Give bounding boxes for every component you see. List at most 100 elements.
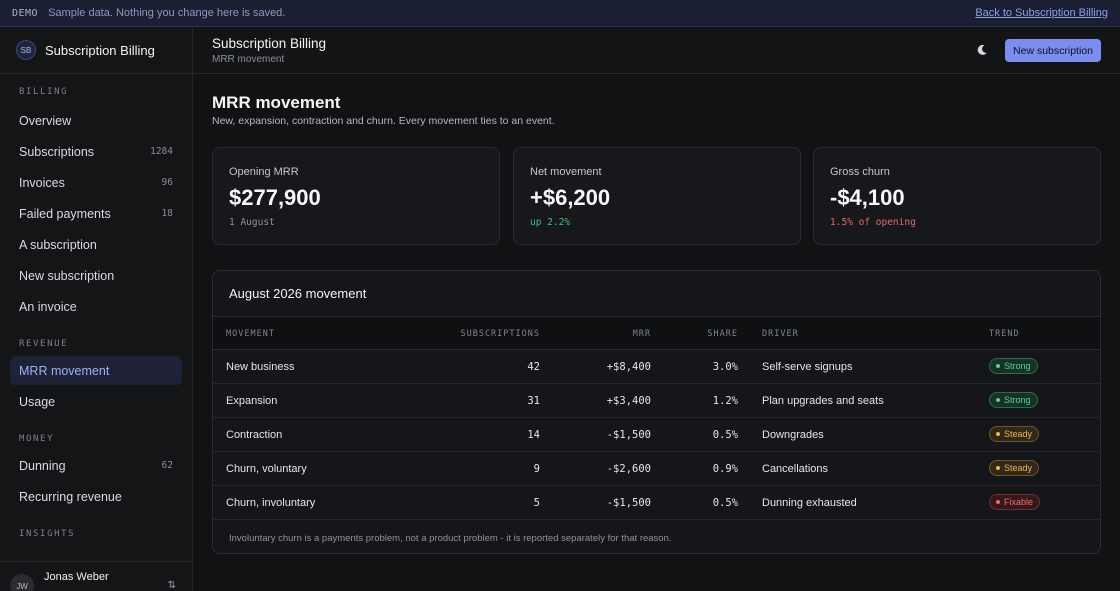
cell-driver: Cancellations [762,463,829,475]
stat-value: -$4,100 [830,185,905,210]
cell-driver: Self-serve signups [762,361,853,373]
switch-icon[interactable]: ⇅ [167,580,176,591]
sidebar-item-subscriptions[interactable]: Subscriptions 1284 [10,137,182,166]
app-name: Subscription Billing [45,42,155,58]
stat-value: +$6,200 [530,185,611,210]
table-row[interactable]: Contraction 14 -$1,500 0.5% Downgrades S… [213,418,1100,452]
cell-share: 0.5% [712,497,738,509]
brand[interactable]: SB Subscription Billing [0,27,192,74]
cell-subscriptions: 14 [527,429,540,441]
sidebar-item-a-subscription[interactable]: A subscription [10,230,182,259]
stat-label: Net movement [530,166,602,178]
col-share: SHARE [707,329,738,339]
cell-mrr: -$2,600 [606,463,651,475]
stat-label: Opening MRR [229,166,299,178]
demo-banner: DEMO Sample data. Nothing you change her… [0,0,1120,27]
table-title: August 2026 movement [229,286,367,301]
col-subscriptions: SUBSCRIPTIONS [460,329,540,339]
back-link[interactable]: Back to Subscription Billing [975,7,1108,19]
stat-value: $277,900 [229,185,321,210]
sidebar-item-label: An invoice [19,299,77,314]
col-trend: TREND [989,329,1020,339]
table-row[interactable]: New business 42 +$8,400 3.0% Self-serve … [213,350,1100,384]
cell-mrr: -$1,500 [606,497,651,509]
cell-subscriptions: 31 [527,395,540,407]
sidebar-item-invoices[interactable]: Invoices 96 [10,168,182,197]
demo-tag: DEMO [12,7,39,19]
sidebar-item-recurring-revenue[interactable]: Recurring revenue [10,482,182,511]
stat-card-net-movement: Net movement +$6,200 up 2.2% [513,147,801,245]
avatar: JW [10,574,34,591]
sidebar: SB Subscription Billing BILLING Overview… [0,27,193,591]
sidebar-item-label: Overview [19,113,72,128]
cell-movement: Churn, voluntary [226,463,307,475]
stat-note: 1.5% of opening [830,217,916,228]
trend-badge: Steady [989,426,1040,442]
cell-mrr: -$1,500 [606,429,651,441]
top-header: Subscription Billing MRR movement New su… [193,27,1120,74]
sidebar-item-usage[interactable]: Usage [10,387,182,416]
cell-share: 3.0% [712,361,738,373]
sidebar-item-new-subscription[interactable]: New subscription [10,261,182,290]
trend-badge: Steady [989,460,1040,476]
moon-icon[interactable] [976,44,988,56]
cell-driver: Downgrades [762,429,824,441]
cell-driver: Dunning exhausted [762,497,857,509]
sidebar-item-label: Dunning [19,458,66,473]
trend-badge: Fixable [989,494,1041,510]
cell-subscriptions: 5 [533,497,540,509]
new-subscription-button[interactable]: New subscription [1005,39,1101,62]
sidebar-item-count: 18 [161,208,173,219]
cell-share: 0.5% [712,429,738,441]
col-mrr: MRR [632,329,651,339]
user-name: Jonas Weber [44,571,109,583]
sidebar-item-an-invoice[interactable]: An invoice [10,292,182,321]
table-row[interactable]: Expansion 31 +$3,400 1.2% Plan upgrades … [213,384,1100,418]
table-row[interactable]: Churn, voluntary 9 -$2,600 0.9% Cancella… [213,452,1100,486]
stat-note: 1 August [229,217,275,228]
col-movement: MOVEMENT [226,329,275,339]
cell-subscriptions: 42 [527,361,540,373]
app-logo: SB [16,40,36,60]
sidebar-item-label: MRR movement [19,363,110,378]
stat-card-opening-mrr: Opening MRR $277,900 1 August [212,147,500,245]
sidebar-item-label: Subscriptions [19,144,95,159]
sidebar-item-label: Failed payments [19,206,111,221]
sidebar-item-mrr-movement[interactable]: MRR movement [10,356,182,385]
page-title: MRR movement [212,93,341,112]
sidebar-item-count: 96 [161,177,173,188]
table-row[interactable]: Churn, involuntary 5 -$1,500 0.5% Dunnin… [213,486,1100,520]
sidebar-item-label: New subscription [19,268,115,283]
cell-movement: Churn, involuntary [226,497,316,509]
sidebar-item-label: Invoices [19,175,65,190]
sidebar-item-count: 62 [161,460,173,471]
cell-share: 0.9% [712,463,738,475]
nav-section-revenue: REVENUE [19,339,69,349]
cell-movement: New business [226,361,295,373]
header-subtitle: MRR movement [212,54,285,65]
cell-subscriptions: 9 [533,463,540,475]
cell-movement: Expansion [226,395,278,407]
sidebar-item-label: Recurring revenue [19,489,122,504]
sidebar-item-overview[interactable]: Overview [10,106,182,135]
cell-mrr: +$3,400 [606,395,651,407]
sidebar-item-label: Usage [19,394,56,409]
nav-section-insights: INSIGHTS [19,529,76,539]
demo-message: Sample data. Nothing you change here is … [48,7,286,19]
cell-share: 1.2% [712,395,738,407]
nav-section-billing: BILLING [19,87,69,97]
user-profile[interactable]: JW Jonas Weber ⇅ [0,561,192,591]
sidebar-item-dunning[interactable]: Dunning 62 [10,451,182,480]
page-subtitle: New, expansion, contraction and churn. E… [212,115,555,127]
table-footnote: Involuntary churn is a payments problem,… [229,533,672,544]
sidebar-item-count: 1284 [150,146,173,157]
sidebar-item-failed-payments[interactable]: Failed payments 18 [10,199,182,228]
stat-card-gross-churn: Gross churn -$4,100 1.5% of opening [813,147,1101,245]
stat-label: Gross churn [830,166,890,178]
trend-badge: Strong [989,392,1038,408]
cell-movement: Contraction [226,429,283,441]
cell-mrr: +$8,400 [606,361,651,373]
trend-badge: Strong [989,358,1038,374]
movement-table-panel: August 2026 movement MOVEMENT SUBSCRIPTI… [212,270,1101,554]
header-title: Subscription Billing [212,36,327,51]
